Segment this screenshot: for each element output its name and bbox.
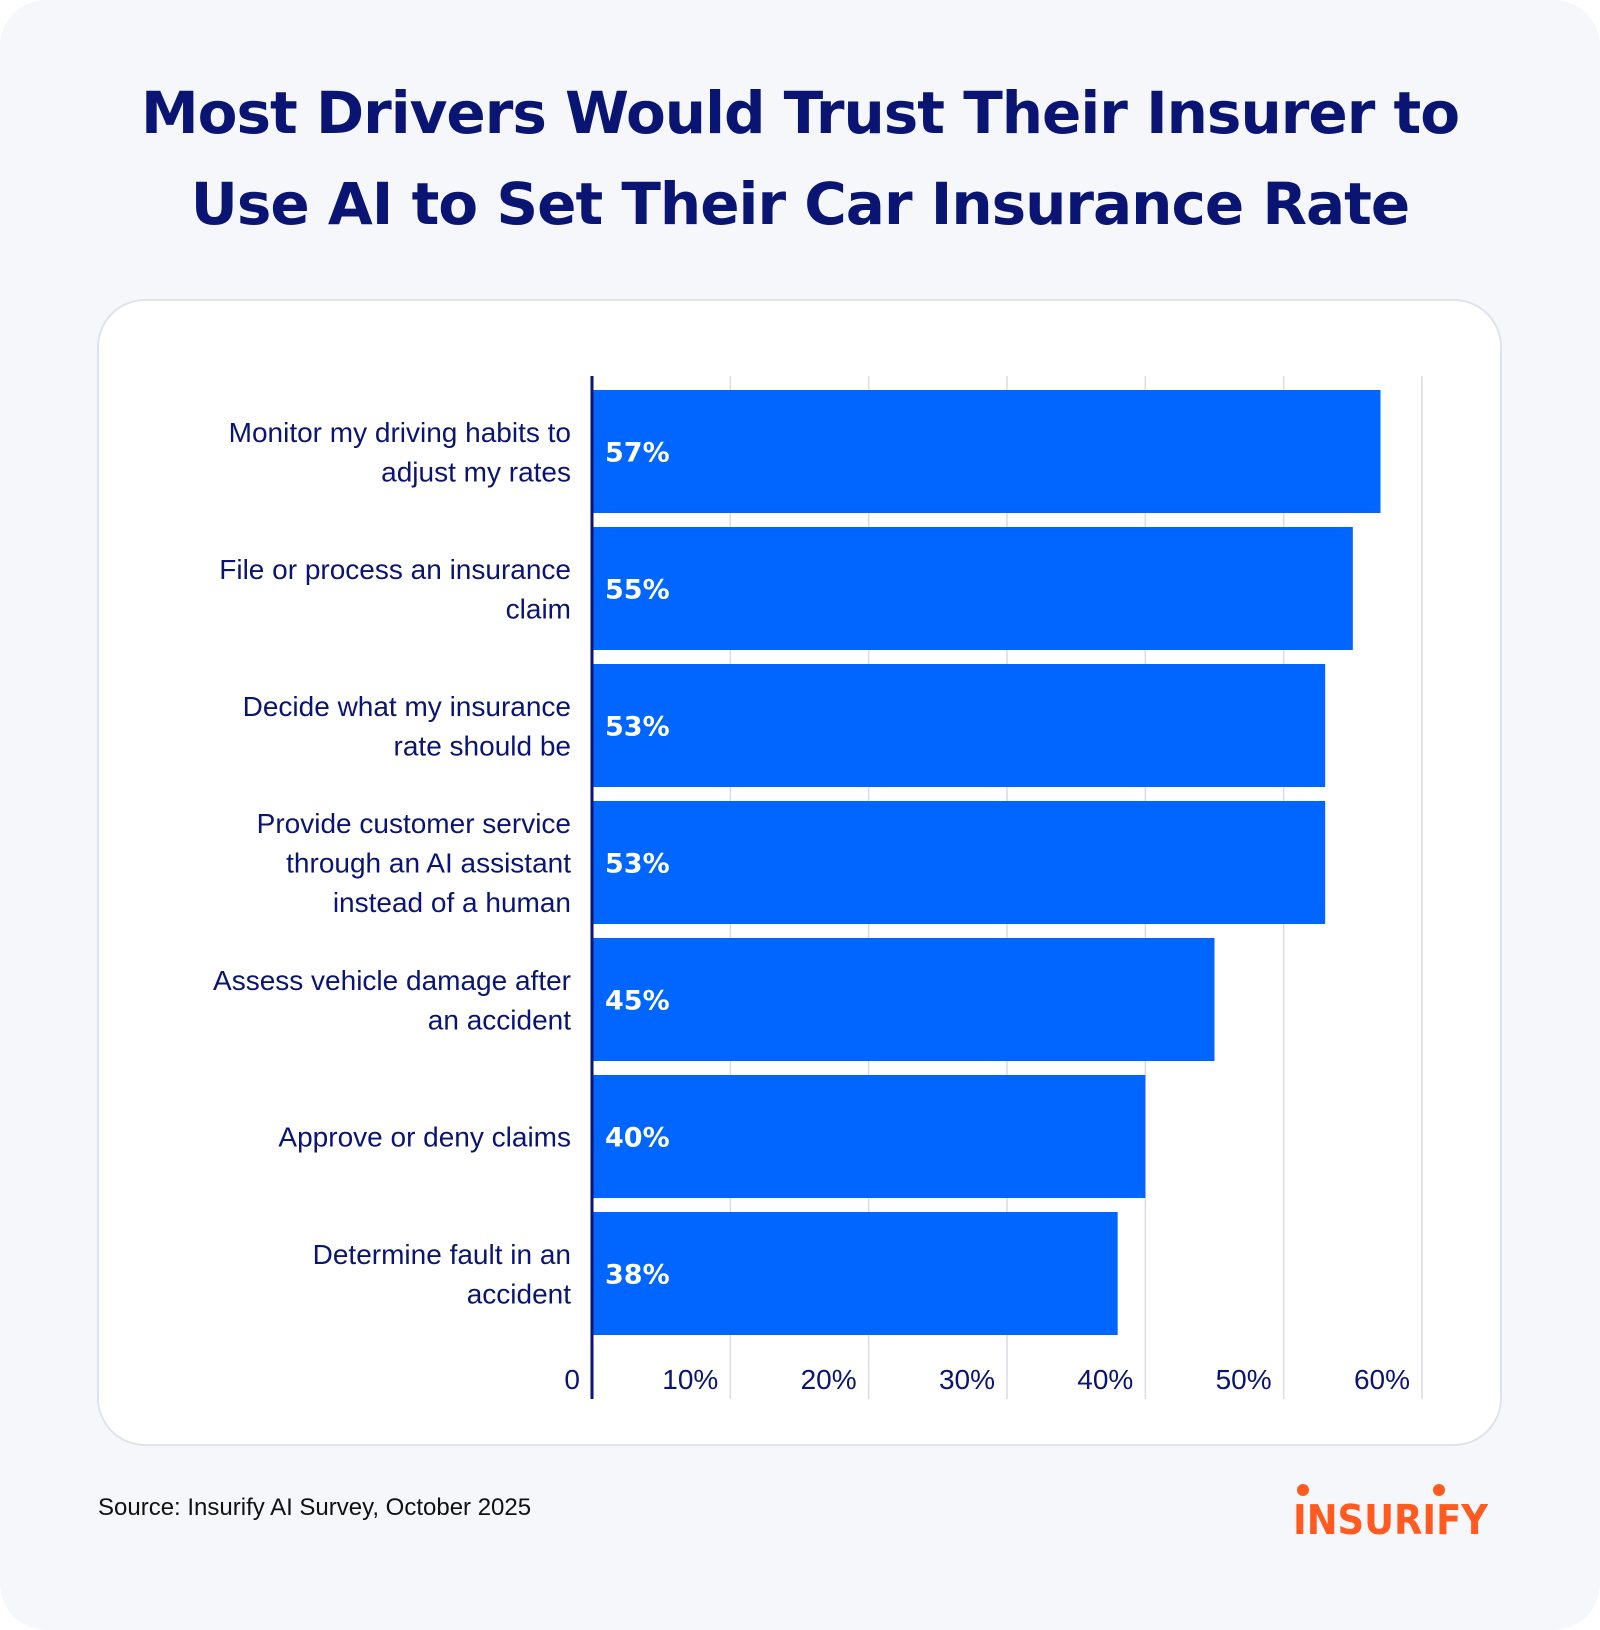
x-tick-label-4: 40% xyxy=(1077,1364,1133,1395)
bar-3 xyxy=(592,664,1326,787)
bar-1 xyxy=(592,390,1381,513)
value-label-2: 55% xyxy=(605,575,670,606)
category-label-5: Assess vehicle damage after an accident xyxy=(213,965,571,1036)
bar-6 xyxy=(592,1075,1146,1198)
x-tick-label-5: 50% xyxy=(1216,1364,1272,1395)
x-tick-label-6: 60% xyxy=(1354,1364,1410,1395)
bar-5 xyxy=(592,938,1215,1061)
value-label-6: 40% xyxy=(605,1123,670,1154)
category-label-7: Determine fault in an accident xyxy=(313,1239,572,1310)
value-label-5: 45% xyxy=(605,986,670,1017)
x-tick-label-0: 0 xyxy=(564,1364,580,1395)
chart-title-line-2: Use AI to Set Their Car Insurance Rate xyxy=(190,170,1410,238)
category-label-6: Approve or deny claims xyxy=(278,1122,571,1153)
svg-text:INSURIFY: INSURIFY xyxy=(1293,1496,1488,1542)
category-label-3: Decide what my insurance rate should be xyxy=(243,691,571,762)
category-label-4: Provide customer service through an AI as… xyxy=(257,808,572,918)
x-tick-label-3: 30% xyxy=(939,1364,995,1395)
bar-4 xyxy=(592,801,1326,924)
chart-title-line-1: Most Drivers Would Trust Their Insurer t… xyxy=(140,79,1460,147)
category-label-2: File or process an insurance claim xyxy=(219,554,571,625)
bar-7 xyxy=(592,1212,1118,1335)
bar-2 xyxy=(592,527,1353,650)
category-label-1: Monitor my driving habits to adjust my ra… xyxy=(229,417,571,488)
source-note: Source: Insurify AI Survey, October 2025 xyxy=(98,1494,532,1521)
value-label-4: 53% xyxy=(605,849,670,880)
insurify-logo: INSURIFY xyxy=(1293,1484,1488,1542)
x-tick-label-1: 10% xyxy=(662,1364,718,1395)
value-label-1: 57% xyxy=(605,438,670,469)
value-label-3: 53% xyxy=(605,712,670,743)
x-tick-label-2: 20% xyxy=(801,1364,857,1395)
chart-title: Most Drivers Would Trust Their Insurer t… xyxy=(0,68,1600,250)
value-label-7: 38% xyxy=(605,1260,670,1291)
